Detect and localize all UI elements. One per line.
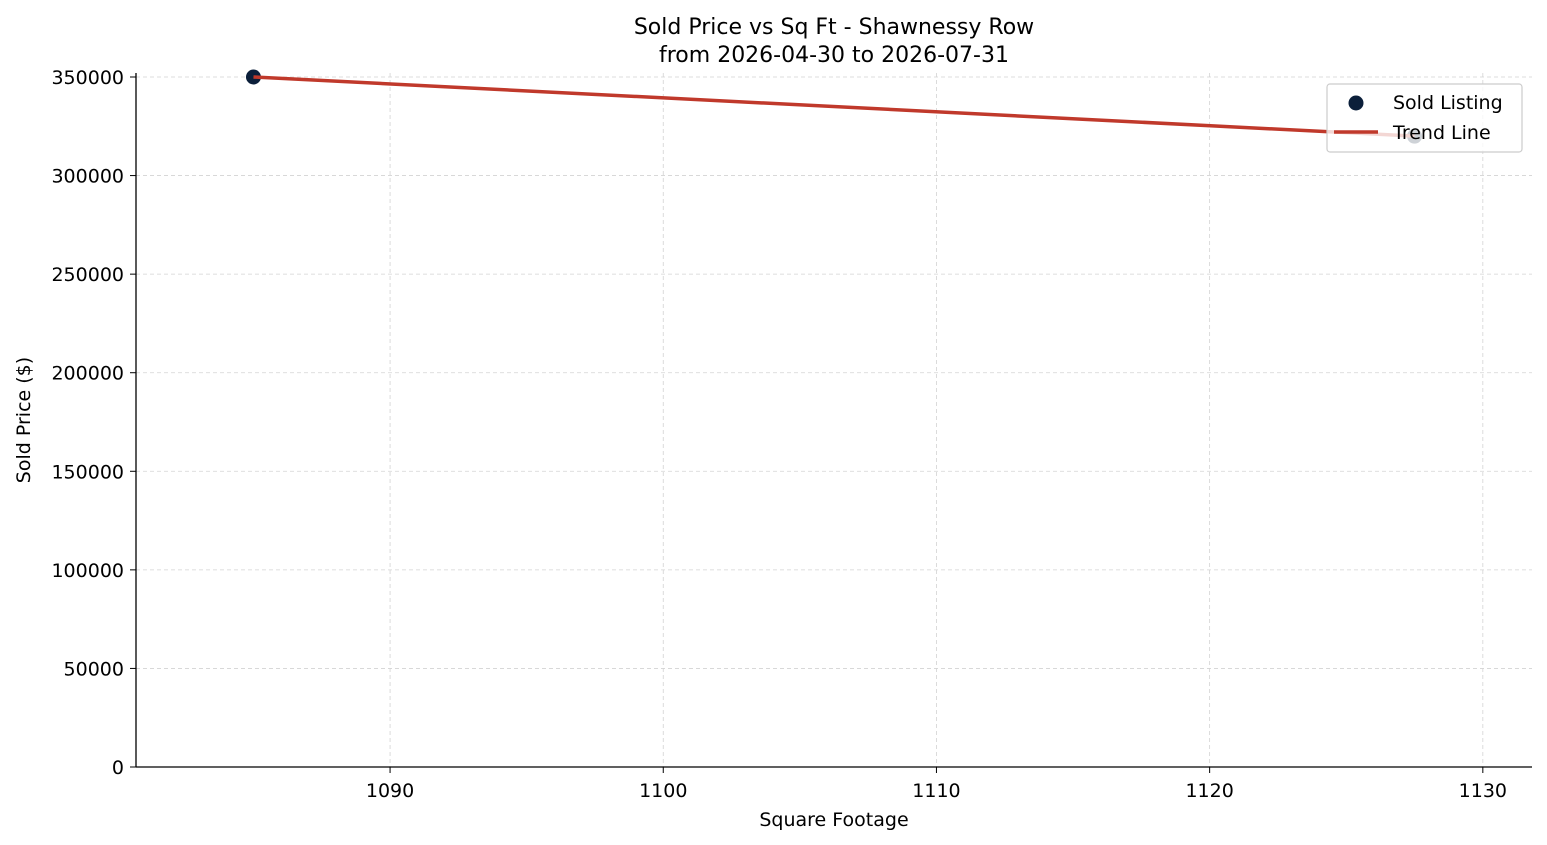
x-tick-label: 1110	[912, 780, 960, 802]
axes	[135, 73, 1532, 768]
trend-line	[253, 75, 1415, 138]
y-tick-label: 150000	[51, 461, 124, 483]
chart-subtitle: from 2026-04-30 to 2026-07-31	[659, 43, 1009, 68]
y-tick-label: 350000	[51, 67, 124, 89]
x-tick-label: 1120	[1185, 780, 1233, 802]
y-tick-label: 0	[112, 757, 124, 779]
y-tick-label: 250000	[51, 264, 124, 286]
y-tick-label: 50000	[64, 658, 124, 680]
x-axis-label: Square Footage	[759, 809, 908, 831]
x-tick-label: 1100	[639, 780, 687, 802]
legend-box	[1326, 83, 1523, 153]
y-axis-ticks: 0 50000 100000 150000 200000 250000 300000 3500…	[51, 67, 136, 779]
legend-sold-listing-label: Sold Listing	[1393, 92, 1503, 114]
legend-trend-line-label: Trend Line	[1392, 122, 1491, 144]
x-tick-label: 1130	[1459, 780, 1507, 802]
legend: Sold Listing Trend Line	[1326, 83, 1523, 153]
y-axis-label: Sold Price ($)	[13, 357, 35, 483]
chart-title: Sold Price vs Sq Ft - Shawnessy Row	[634, 15, 1034, 40]
grid-lines	[136, 73, 1532, 768]
y-tick-label: 200000	[51, 363, 124, 385]
x-axis-ticks: 1090 1100 1110 1120 1130	[366, 767, 1507, 802]
y-tick-label: 100000	[51, 560, 124, 582]
legend-sold-listing-marker	[1348, 95, 1364, 111]
plot-marks	[245, 69, 1423, 144]
y-tick-label: 300000	[51, 166, 124, 188]
x-tick-label: 1090	[366, 780, 414, 802]
